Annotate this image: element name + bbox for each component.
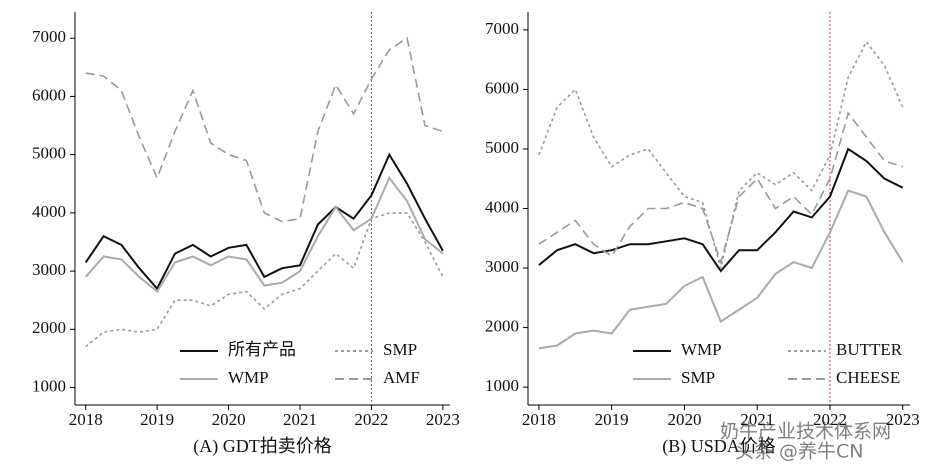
x-tick-label: 2019 [140, 410, 174, 429]
watermark: 头条 @养牛CN [735, 441, 864, 463]
y-tick-label: 5000 [32, 144, 66, 163]
x-tick-label: 2022 [813, 410, 847, 429]
x-tick-label: 2020 [212, 410, 246, 429]
legend-label: AMF [383, 368, 420, 387]
series-line [85, 36, 444, 223]
y-tick-label: 4000 [32, 202, 66, 221]
x-tick-label: 2018 [69, 410, 103, 429]
legend-label: SMP [681, 368, 715, 387]
x-tick-label: 2019 [595, 410, 629, 429]
y-tick-label: 3000 [485, 257, 519, 276]
y-tick-label: 3000 [32, 260, 66, 279]
y-tick-label: 4000 [485, 197, 519, 216]
y-tick-label: 7000 [32, 27, 66, 46]
series-line [84, 152, 444, 291]
caption: (A) GDT拍卖价格 [193, 436, 331, 457]
x-tick-label: 2020 [667, 410, 701, 429]
y-tick-label: 2000 [485, 316, 519, 335]
series-line [85, 212, 444, 348]
y-tick-label: 5000 [485, 138, 519, 157]
y-tick-label: 7000 [485, 19, 519, 38]
x-tick-label: 2021 [740, 410, 774, 429]
legend-label: CHEESE [836, 368, 900, 387]
series-line [538, 40, 904, 269]
x-tick-label: 2023 [426, 410, 460, 429]
series-line [538, 147, 904, 273]
y-tick-label: 2000 [32, 318, 66, 337]
x-tick-label: 2018 [522, 410, 556, 429]
legend-label: WMP [681, 340, 722, 359]
y-tick-label: 6000 [485, 78, 519, 97]
series-line [538, 111, 903, 265]
y-tick-label: 1000 [485, 376, 519, 395]
legend-label: SMP [383, 340, 417, 359]
x-tick-label: 2022 [354, 410, 388, 429]
y-tick-label: 6000 [32, 85, 66, 104]
y-tick-label: 1000 [32, 376, 66, 395]
watermark: 奶牛产业技术体系网 [720, 421, 891, 443]
caption: (B) USDA价格 [662, 436, 776, 457]
x-tick-label: 2021 [283, 410, 317, 429]
legend-label: WMP [228, 368, 269, 387]
legend-label: 所有产品 [228, 340, 296, 359]
legend-label: BUTTER [836, 340, 903, 359]
x-tick-label: 2023 [886, 410, 920, 429]
series-line [84, 175, 444, 293]
series-line [538, 189, 904, 350]
